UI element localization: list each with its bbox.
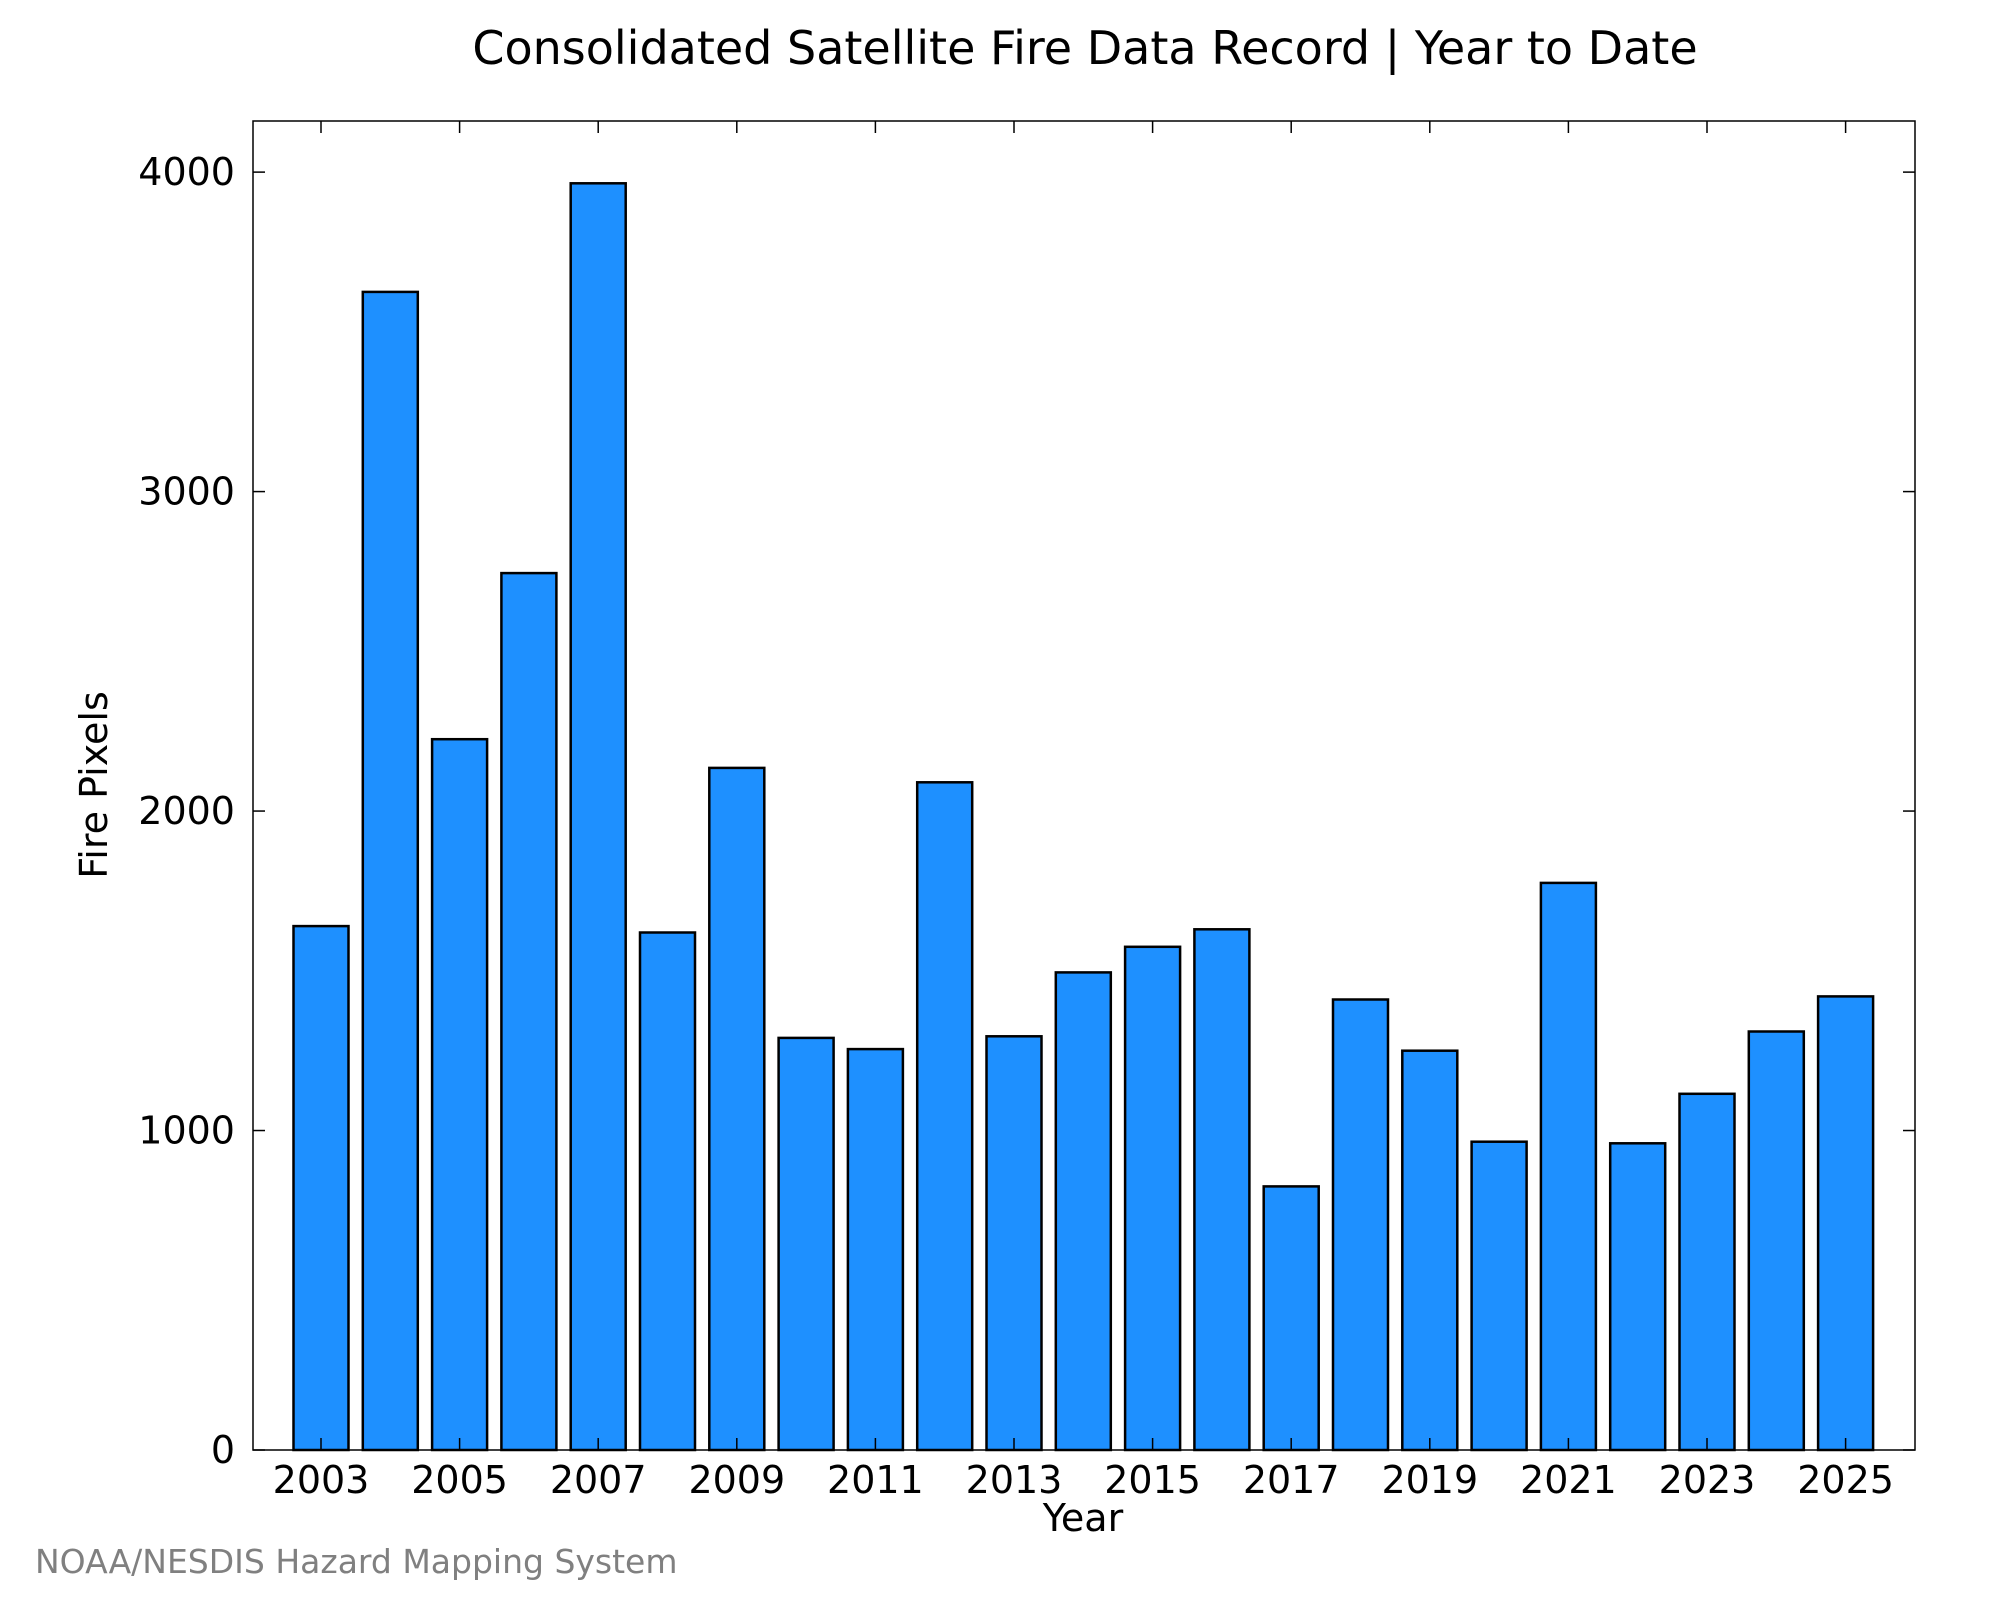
x-tick-label: 2021 [1520,1458,1617,1502]
x-tick-label: 2009 [688,1458,785,1502]
x-tick-label: 2019 [1381,1458,1478,1502]
x-tick-label: 2013 [966,1458,1063,1502]
y-tick-label: 0 [211,1428,235,1472]
bar-2023 [1678,1092,1736,1452]
x-tick-label: 2011 [827,1458,924,1502]
bar-2021 [1539,881,1598,1452]
x-tick-label: 2007 [550,1458,647,1502]
bar-2013 [985,1035,1043,1452]
chart-title: Consolidated Satellite Fire Data Record … [472,21,1697,76]
bar-2005 [430,737,489,1452]
bar-2008 [638,931,697,1452]
bar-2020 [1470,1140,1528,1452]
x-tick-label: 2025 [1797,1458,1894,1502]
bar-2009 [708,766,766,1452]
x-tick-label: 2017 [1243,1458,1340,1502]
x-tick-label: 2023 [1659,1458,1756,1502]
bar-2015 [1123,945,1182,1452]
y-tick-label: 2000 [138,789,235,833]
y-tick-label: 1000 [138,1109,235,1153]
bar-2019 [1401,1049,1459,1452]
bar-2022 [1608,1142,1667,1452]
bar-2024 [1747,1030,1806,1452]
x-axis-label: Year [1042,1496,1124,1540]
x-tick-label: 2015 [1104,1458,1201,1502]
bar-2006 [500,571,558,1452]
y-tick-label: 4000 [138,150,235,194]
credit-text: NOAA/NESDIS Hazard Mapping System [35,1542,678,1581]
y-axis-label: Fire Pixels [72,691,116,879]
bar-2011 [846,1047,905,1452]
y-axis-ticks: 0 1000 2000 3000 4000 [138,150,1915,1472]
bar-2007 [569,182,627,1452]
y-tick-label: 3000 [138,470,235,514]
x-axis-ticks: 2003 2005 2007 2009 2011 2013 2015 2017 2019 2021… [273,121,1894,1502]
bar-2018 [1331,998,1390,1452]
bars-group [292,182,1875,1452]
x-tick-label: 2003 [273,1458,370,1502]
x-tick-label: 2005 [411,1458,508,1502]
bar-2014 [1054,971,1113,1452]
bar-2010 [777,1036,835,1452]
bar-2012 [915,781,974,1452]
bar-2017 [1262,1185,1320,1452]
bar-2025 [1816,995,1875,1452]
bar-2004 [361,290,420,1452]
bar-2003 [292,924,350,1452]
bar-2016 [1193,928,1251,1452]
